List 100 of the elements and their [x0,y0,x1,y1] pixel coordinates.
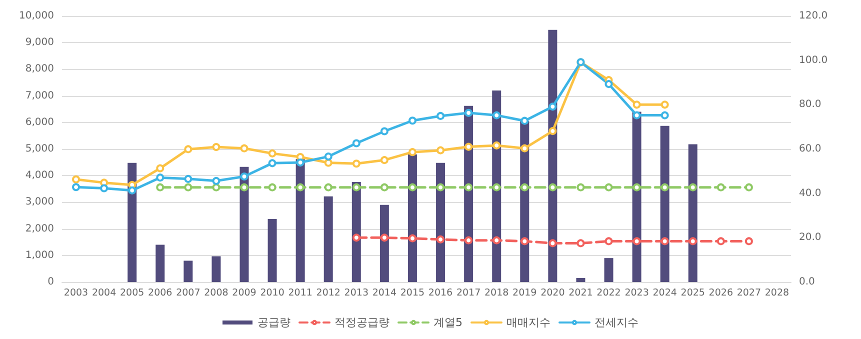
x-tick-label: 2023 [624,288,649,298]
point [324,152,332,161]
point [632,183,641,192]
point [520,116,529,125]
point [604,80,613,88]
point [72,183,80,192]
point [464,108,473,117]
point [548,239,557,248]
y2-tick-label: 0.0 [799,276,815,288]
x-tick-label: 2016 [428,288,453,298]
x-tick-label: 2014 [372,288,397,298]
x-tick-label: 2010 [260,288,284,298]
point [184,174,192,183]
y-tick-label: 7,000 [25,90,54,102]
x-tick-label: 2013 [344,288,368,298]
x-tick-label: 2021 [568,288,593,298]
point [492,141,501,150]
point [744,237,753,246]
point [156,164,164,172]
bar [156,244,165,282]
point [380,156,388,164]
point [436,112,445,120]
bar [128,162,137,282]
x-tick-label: 2017 [456,288,481,298]
point [604,237,613,246]
point [184,145,192,154]
point [352,160,360,168]
y-tick-label: 1,000 [25,250,54,261]
point [492,183,501,192]
bar [576,278,586,282]
bar [268,218,277,282]
y2-tick-label: 100.0 [799,54,828,66]
x-tick-label: 2012 [316,288,340,298]
x-tick-label: 2025 [680,288,705,298]
point [72,175,80,184]
point [380,127,388,136]
x-tick-label: 2020 [540,288,565,298]
point [212,183,220,192]
point [268,183,276,192]
point [408,148,416,156]
point [660,111,669,120]
x-tick-label: 2009 [232,288,256,298]
y2-tick-label: 40.0 [799,188,822,199]
bar [604,258,614,282]
x-tick-label: 2007 [176,288,200,298]
bar [324,196,333,282]
y-tick-label: 3,000 [25,196,54,208]
point [436,235,445,244]
point [100,184,108,192]
point [492,236,501,244]
point [548,183,557,192]
point [716,237,725,246]
point [352,139,360,148]
x-tick-label: 2018 [484,288,509,298]
point [212,143,220,152]
x-tick-label: 2015 [400,288,425,298]
point [688,183,697,192]
bar [688,144,698,282]
point [324,183,332,192]
point [380,234,388,242]
point [688,237,697,246]
point [380,183,388,192]
point [212,176,220,185]
point [352,183,360,192]
y-tick-label: 10,000 [19,10,54,22]
point [296,158,304,167]
y-tick-label: 2,000 [25,223,54,234]
x-tick-label: 2019 [512,288,537,298]
y2-tick-label: 80.0 [799,99,822,110]
y-tick-label: 0 [48,276,54,288]
bar [184,260,193,282]
point [156,174,164,182]
point [324,158,332,167]
y2-tick-label: 20.0 [799,232,822,244]
x-tick-label: 2011 [288,288,312,298]
point [408,116,416,125]
bar [296,159,305,282]
point [660,183,669,192]
point [268,149,276,158]
y2-tick-label: 120.0 [799,10,828,22]
point [632,237,641,246]
y-tick-label: 6,000 [25,116,54,128]
point [604,183,613,192]
y-tick-label: 8,000 [25,64,54,75]
bar [380,204,389,282]
point [436,146,445,154]
point [520,237,529,246]
point [464,183,473,192]
point [296,183,304,192]
point [548,102,557,111]
bar [660,126,670,282]
x-tick-label: 2028 [764,288,790,298]
point [352,234,360,242]
point [520,183,529,192]
x-tick-label: 2005 [120,288,144,298]
legend-label: 계열5 [434,316,462,329]
point [464,142,473,151]
legend-label: 적정공급량 [334,316,390,329]
point [156,183,164,192]
point [660,100,669,109]
